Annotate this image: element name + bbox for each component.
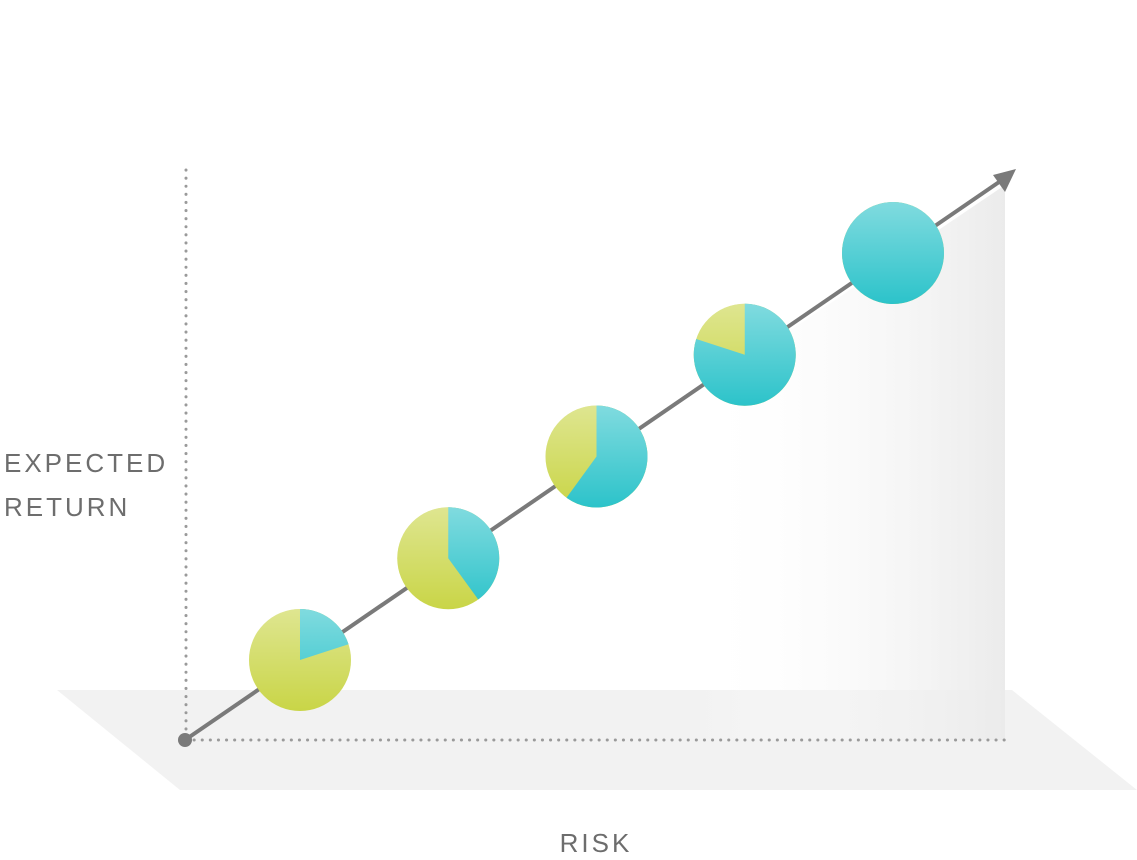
y-axis-label: RETURN (4, 492, 130, 522)
pie-sheen (249, 609, 351, 711)
arrow-head (993, 169, 1016, 192)
pie-sheen (545, 405, 648, 508)
pie-sheen (693, 303, 796, 406)
x-axis-label: RISK (560, 828, 633, 858)
pie-sheen (397, 507, 500, 610)
y-axis-label: EXPECTED (4, 448, 168, 478)
pie-sheen (842, 202, 944, 304)
pies (249, 202, 944, 711)
origin-dot (178, 733, 192, 747)
